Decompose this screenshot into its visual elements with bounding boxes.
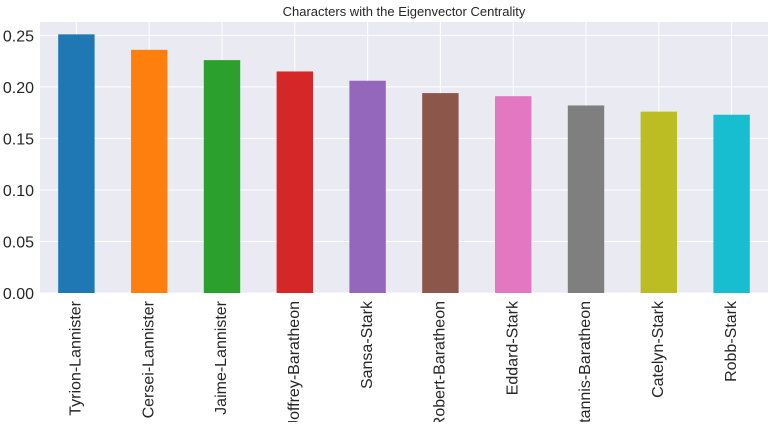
x-tick-label: Jaime-Lannister — [213, 300, 230, 415]
y-tick-label: 0.20 — [3, 80, 34, 97]
x-tick-label: Catelyn-Stark — [650, 300, 667, 398]
x-tick-label: Eddard-Stark — [504, 300, 521, 395]
y-tick-label: 0.25 — [3, 28, 34, 45]
bar-robert-baratheon — [422, 93, 459, 293]
bar-catelyn-stark — [640, 111, 677, 293]
y-tick-label: 0.15 — [3, 131, 34, 148]
bar-eddard-stark — [495, 96, 532, 293]
bar-jaime-lannister — [203, 60, 241, 294]
bar-joffrey-baratheon — [276, 71, 313, 293]
x-tick-label: Robert-Baratheon — [432, 301, 449, 422]
x-tick-label: Stannis-Baratheon — [577, 301, 594, 422]
x-tick-label: Tyrion-Lannister — [68, 300, 85, 415]
y-tick-label: 0.10 — [3, 183, 34, 200]
x-tick-label: Robb-Stark — [723, 300, 740, 382]
y-tick-label: 0.00 — [3, 286, 34, 303]
x-tick-label: Joffrey-Baratheon — [286, 301, 303, 422]
x-tick-label: Sansa-Stark — [359, 300, 376, 389]
x-tick-labels: Tyrion-Lannister Cersei-Lannister Jaime-La… — [68, 300, 740, 427]
bars — [58, 34, 750, 294]
x-tick-label: Cersei-Lannister — [140, 300, 157, 418]
chart-title: Characters with the Eigenvector Centrali… — [283, 4, 526, 19]
bar-robb-stark — [713, 114, 750, 293]
bar-cersei-lannister — [131, 49, 168, 294]
bar-sansa-stark — [349, 80, 386, 293]
y-tick-label: 0.05 — [3, 234, 34, 251]
bar-stannis-baratheon — [567, 105, 605, 294]
bar-tyrion-lannister — [58, 34, 95, 293]
y-tick-labels: 0.00 0.05 0.10 0.15 0.20 0.25 — [3, 28, 34, 303]
